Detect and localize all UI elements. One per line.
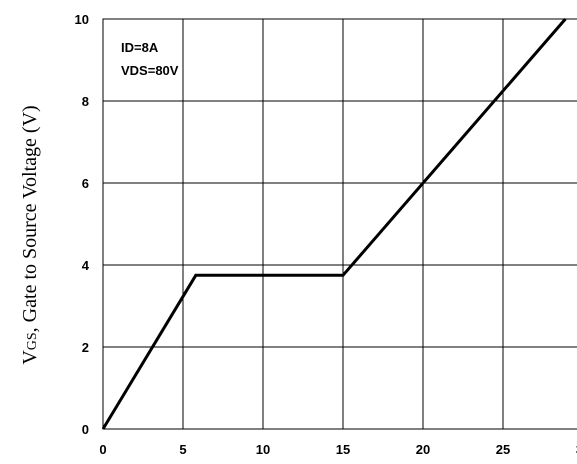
y-axis-label-subscript: GS: [25, 332, 40, 350]
x-tick-label-25: 25: [496, 442, 510, 457]
annotation-2: VDS=80V: [121, 63, 179, 78]
y-tick-label-10: 10: [75, 12, 89, 27]
y-axis-label-rest: , Gate to Source Voltage (V): [19, 105, 41, 332]
grid-lines: [103, 19, 577, 429]
x-tick-label-20: 20: [416, 442, 430, 457]
x-tick-label-30: 30: [576, 442, 577, 457]
y-tick-label-6: 6: [82, 176, 89, 191]
annotation-1: ID=8A: [121, 40, 159, 55]
annotations: ID=8A VDS=80V: [121, 40, 179, 78]
series-layer: [101, 18, 567, 430]
x-tick-labels: 0 5 10 15 20 25 30: [99, 442, 577, 457]
x-tick-label-0: 0: [99, 442, 106, 457]
series-line-0: [101, 18, 567, 430]
plot-frame: [102, 18, 577, 430]
x-tick-label-10: 10: [256, 442, 270, 457]
y-tick-label-2: 2: [82, 340, 89, 355]
y-axis-label: VGS, Gate to Source Voltage (V): [19, 105, 41, 364]
y-axis-label-main: V: [19, 350, 41, 365]
y-tick-label-0: 0: [82, 422, 89, 437]
y-tick-label-4: 4: [82, 258, 90, 273]
x-tick-label-15: 15: [336, 442, 350, 457]
y-tick-label-8: 8: [82, 94, 89, 109]
y-tick-labels: 0 2 4 6 8 10: [75, 12, 90, 437]
x-tick-label-5: 5: [179, 442, 186, 457]
